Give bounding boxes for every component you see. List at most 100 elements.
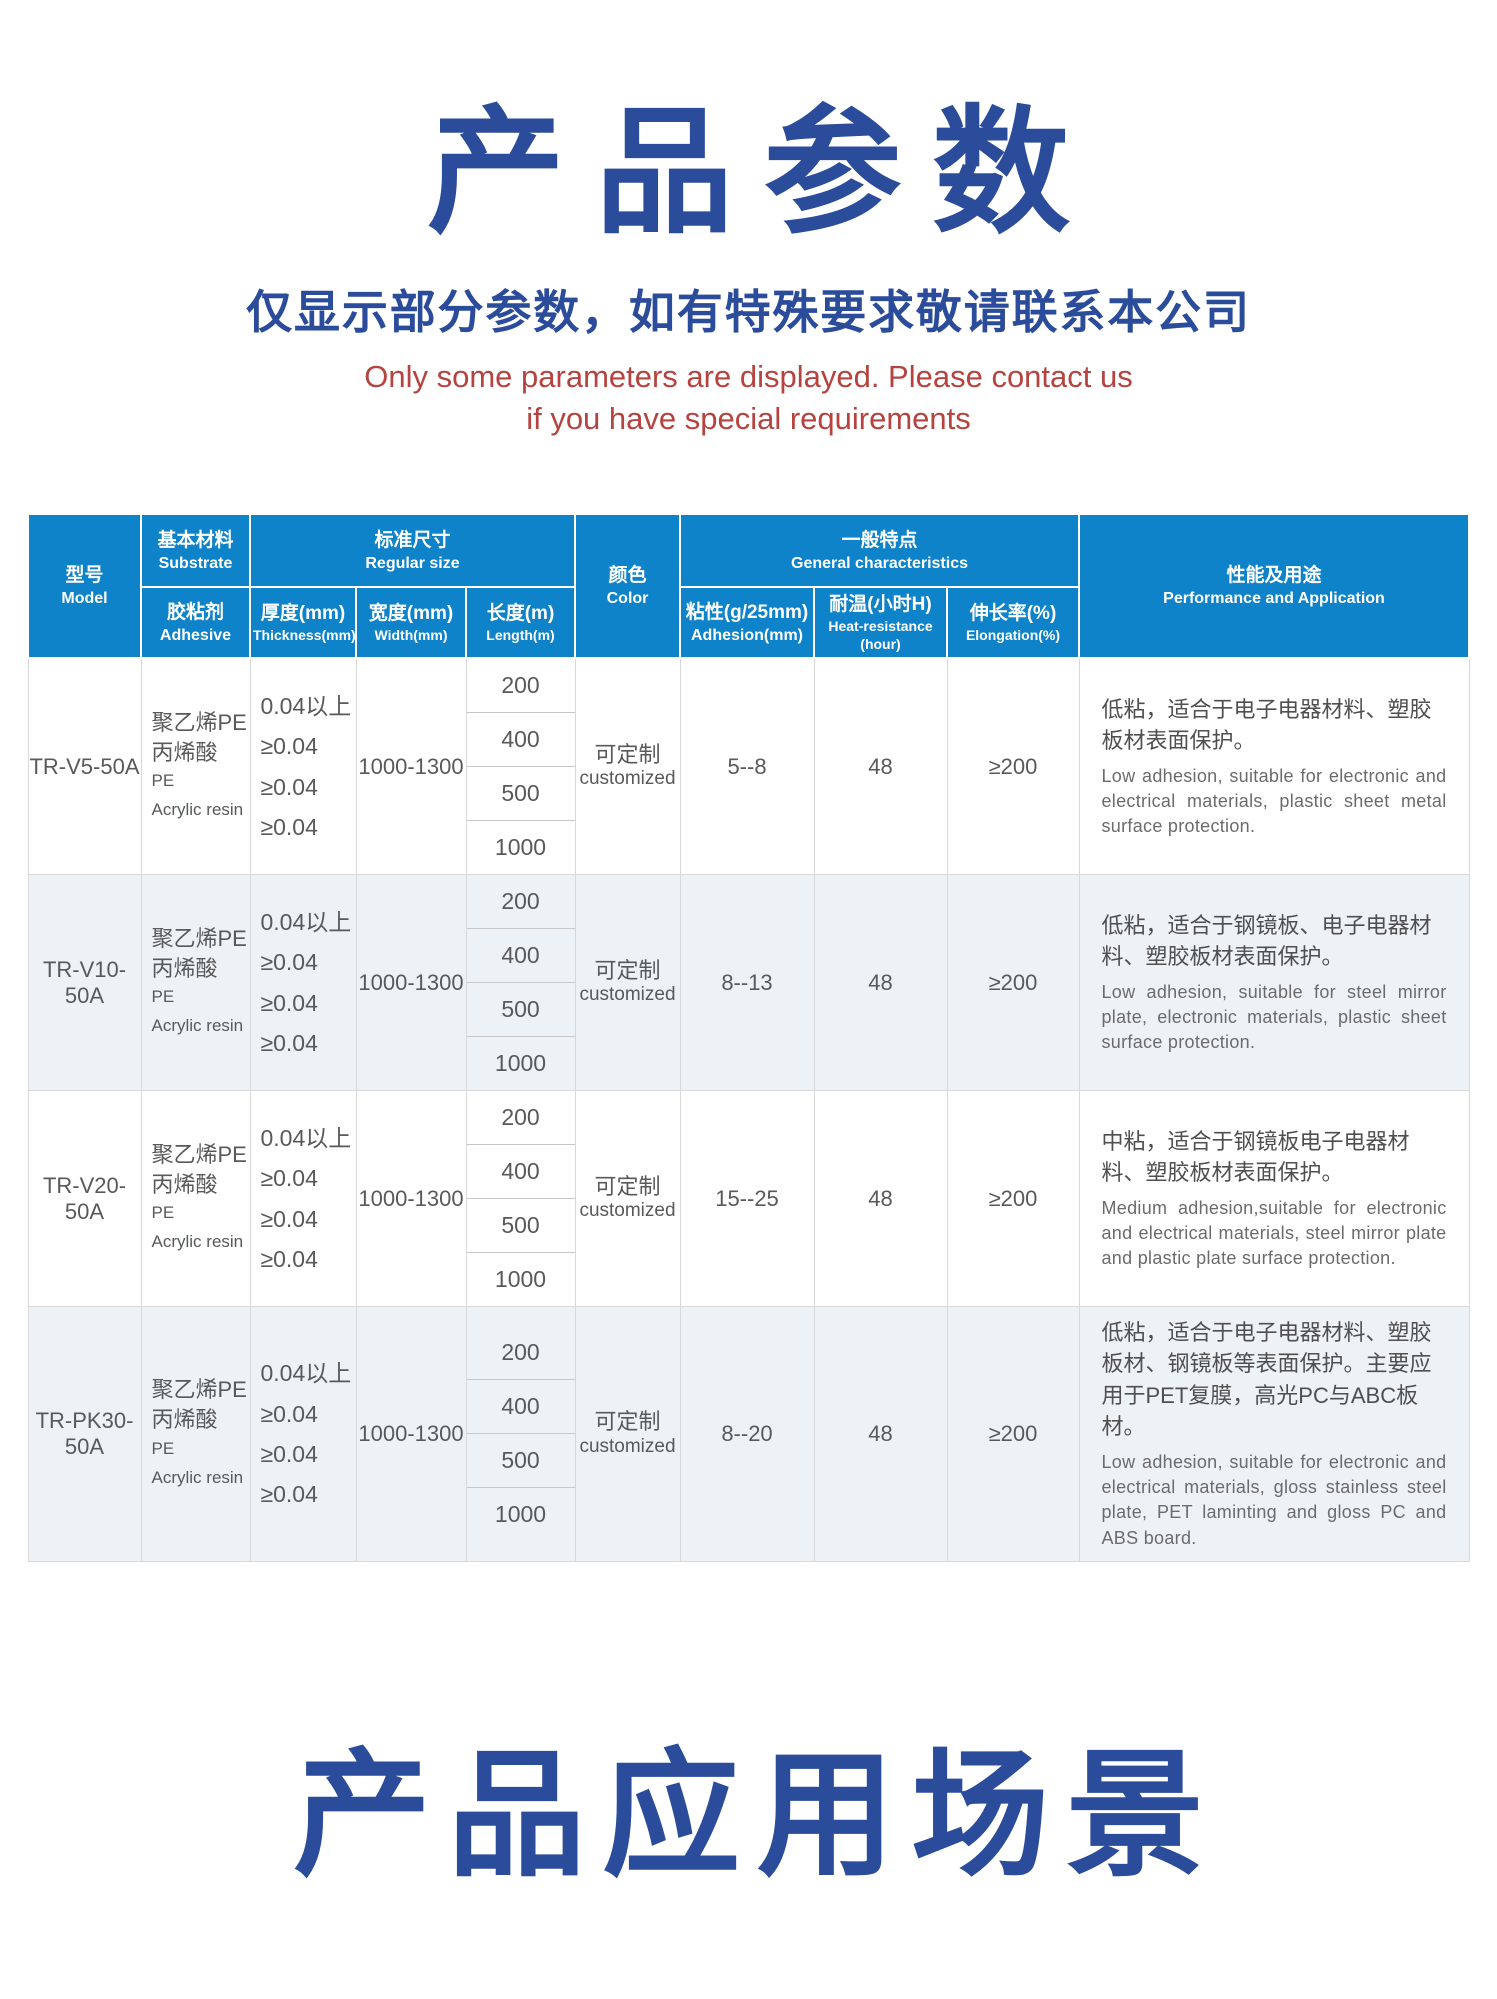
- thickness-line: ≥0.04: [260, 1481, 318, 1508]
- table-row: TR-V5-50A 聚乙烯PE 丙烯酸 PE Acrylic resin 0.0…: [27, 657, 1470, 876]
- performance-cn: 低粘，适合于电子电器材料、塑胶板材、钢镜板等表面保护。主要应用于PET复膜，高光…: [1101, 1320, 1432, 1439]
- performance-en: Medium adhesion,suitable for electronic …: [1101, 1198, 1447, 1269]
- header-color-cn: 颜色: [608, 565, 647, 587]
- header-model-en: Model: [61, 590, 108, 608]
- length-value: 1000: [494, 1266, 547, 1293]
- product-parameters-table: 型号 Model 基本材料 Substrate 标准尺寸 Regular siz…: [27, 513, 1470, 1562]
- substrate-cell: 聚乙烯PE 丙烯酸 PE Acrylic resin: [140, 874, 251, 1092]
- header-substrate-en: Substrate: [158, 554, 233, 572]
- length-value: 200: [466, 1326, 575, 1381]
- heat-cell: 48: [813, 657, 948, 876]
- width-cell: 1000-1300: [355, 874, 467, 1092]
- elongation-cell: ≥200: [946, 874, 1080, 1092]
- substrate-cell: 聚乙烯PE 丙烯酸 PE Acrylic resin: [140, 1306, 251, 1562]
- page-subtitle: 仅显示部分参数，如有特殊要求敬请联系本公司: [246, 285, 1251, 338]
- length-value: 1000: [494, 1050, 547, 1077]
- page-title: 产品参数: [426, 96, 1101, 250]
- substrate-cell: 聚乙烯PE 丙烯酸 PE Acrylic resin: [140, 657, 251, 876]
- width-cell: 1000-1300: [355, 1306, 467, 1562]
- adhesion-cell: 15--25: [679, 1090, 815, 1308]
- color-cell: 可定制 customized: [574, 874, 681, 1092]
- thickness-line: ≥0.04: [260, 949, 318, 976]
- color-cn: 可定制: [594, 742, 661, 768]
- thickness-line: ≥0.04: [260, 1165, 318, 1192]
- performance-en: Low adhesion, suitable for electronic an…: [1101, 766, 1447, 837]
- substrate-line: 丙烯酸: [151, 1407, 218, 1433]
- performance-en: Low adhesion, suitable for steel mirror …: [1101, 982, 1447, 1053]
- model-cell: TR-PK30-50A: [27, 1306, 142, 1562]
- substrate-line: PE: [151, 1203, 175, 1223]
- header-adhesion: 粘性(g/25mm) Adhesion(mm): [679, 586, 815, 660]
- performance-cn: 中粘，适合于钢镜板电子电器材料、塑胶板材表面保护。: [1101, 1128, 1410, 1185]
- color-en: customized: [579, 768, 676, 790]
- substrate-line: PE: [151, 771, 175, 791]
- heat-cell: 48: [813, 1090, 948, 1308]
- substrate-line: Acrylic resin: [151, 800, 244, 820]
- thickness-line: ≥0.04: [260, 773, 318, 800]
- color-cn: 可定制: [594, 1409, 661, 1435]
- length-value: 500: [466, 983, 575, 1038]
- header-width-cn: 宽度(mm): [368, 603, 454, 625]
- header-thickness-en: Thickness(mm): [253, 626, 356, 643]
- header-heat: 耐温(小时H) Heat-resistance (hour): [813, 586, 948, 660]
- header-general-en: General characteristics: [791, 554, 968, 572]
- substrate-line: 丙烯酸: [151, 955, 218, 981]
- thickness-cell: 0.04以上 ≥0.04 ≥0.04 ≥0.04: [249, 874, 357, 1092]
- performance-cell: 中粘，适合于钢镜板电子电器材料、塑胶板材表面保护。 Medium adhesio…: [1078, 1090, 1470, 1308]
- length-value: 500: [466, 1199, 575, 1254]
- length-value: 500: [466, 767, 575, 822]
- header-adhesive: 胶粘剂 Adhesive: [140, 586, 251, 660]
- header-heat-en1: Heat-resistance: [828, 618, 933, 635]
- thickness-line: ≥0.04: [260, 813, 318, 840]
- header-regular-size-en: Regular size: [365, 554, 460, 572]
- heat-cell: 48: [813, 1306, 948, 1562]
- adhesion-cell: 8--20: [679, 1306, 815, 1562]
- subtitle-en-line2: if you have special requirements: [526, 400, 971, 436]
- length-cell: 200 400 500 1000: [465, 1306, 576, 1562]
- header-adhesion-en: Adhesion(mm): [691, 626, 803, 644]
- model-cell: TR-V5-50A: [27, 657, 142, 876]
- header-thickness: 厚度(mm) Thickness(mm): [249, 586, 357, 660]
- thickness-line: ≥0.04: [260, 733, 318, 760]
- header-performance-en: Performance and Application: [1163, 590, 1385, 608]
- header-width-en: Width(mm): [374, 626, 448, 643]
- thickness-line: ≥0.04: [260, 1205, 318, 1232]
- header-model: 型号 Model: [27, 513, 142, 660]
- length-value: 200: [466, 1091, 575, 1146]
- length-value: 400: [466, 1145, 575, 1200]
- header-heat-en2: (hour): [860, 635, 901, 652]
- performance-cell: 低粘，适合于钢镜板、电子电器材料、塑胶板材表面保护。 Low adhesion,…: [1078, 874, 1470, 1092]
- header-substrate: 基本材料 Substrate: [140, 513, 251, 589]
- thickness-line: 0.04以上: [260, 1360, 352, 1387]
- substrate-line: 聚乙烯PE: [151, 710, 247, 736]
- length-value: 200: [466, 659, 575, 714]
- performance-cn: 低粘，适合于电子电器材料、塑胶板材表面保护。: [1101, 696, 1432, 753]
- elongation-cell: ≥200: [946, 1306, 1080, 1562]
- length-value: 400: [466, 929, 575, 984]
- adhesion-cell: 5--8: [679, 657, 815, 876]
- thickness-line: ≥0.04: [260, 989, 318, 1016]
- thickness-line: 0.04以上: [260, 693, 352, 720]
- substrate-line: Acrylic resin: [151, 1467, 244, 1487]
- header-length-en: Length(m): [486, 626, 555, 643]
- thickness-line: ≥0.04: [260, 1400, 318, 1427]
- header-general-cn: 一般特点: [841, 530, 918, 552]
- elongation-cell: ≥200: [946, 657, 1080, 876]
- section-title-application: 产品应用场景: [293, 1738, 1221, 1893]
- width-cell: 1000-1300: [355, 657, 467, 876]
- substrate-cell: 聚乙烯PE 丙烯酸 PE Acrylic resin: [140, 1090, 251, 1308]
- length-value: 200: [466, 875, 575, 930]
- header-length: 长度(m) Length(m): [465, 586, 576, 660]
- length-cell: 200 400 500 1000: [465, 874, 576, 1092]
- header-general: 一般特点 General characteristics: [679, 513, 1080, 589]
- model-cell: TR-V20-50A: [27, 1090, 142, 1308]
- color-en: customized: [579, 1200, 676, 1222]
- header-regular-size-cn: 标准尺寸: [374, 530, 451, 552]
- color-cn: 可定制: [594, 1174, 661, 1200]
- thickness-cell: 0.04以上 ≥0.04 ≥0.04 ≥0.04: [249, 657, 357, 876]
- elongation-cell: ≥200: [946, 1090, 1080, 1308]
- thickness-line: 0.04以上: [260, 909, 352, 936]
- header-heat-cn: 耐温(小时H): [829, 594, 932, 616]
- model-cell: TR-V10-50A: [27, 874, 142, 1092]
- header-color: 颜色 Color: [574, 513, 681, 660]
